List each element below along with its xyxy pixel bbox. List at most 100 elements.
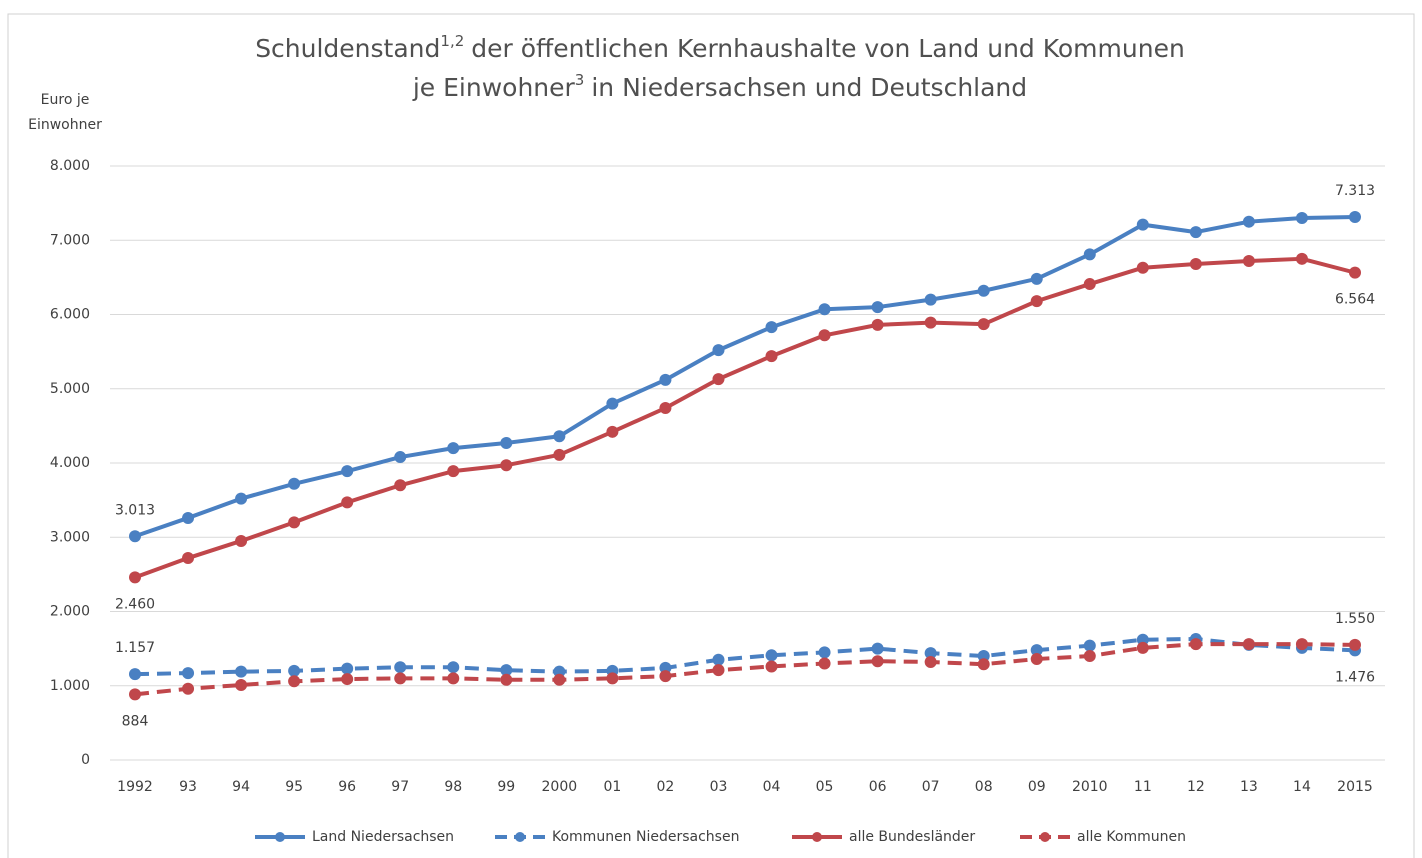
x-tick-label: 02 xyxy=(657,779,675,795)
data-point xyxy=(765,660,778,673)
data-point xyxy=(1349,638,1361,651)
data-point xyxy=(341,673,354,686)
data-point xyxy=(712,344,725,357)
data-point xyxy=(341,496,354,509)
x-tick-label: 1992 xyxy=(117,779,153,795)
data-point xyxy=(1242,255,1255,268)
data-point xyxy=(924,655,937,668)
x-tick-label: 96 xyxy=(338,779,356,795)
chart-title: Schuldenstand1,2 der öffentlichen Kernhau… xyxy=(255,32,1185,64)
y-axis-label: Euro je xyxy=(41,92,90,108)
data-point xyxy=(871,642,884,655)
chart-frame xyxy=(7,13,1415,858)
x-tick-label: 07 xyxy=(922,779,940,795)
data-point xyxy=(765,350,778,363)
data-point xyxy=(288,664,301,677)
data-point xyxy=(1295,252,1308,265)
x-tick-label: 09 xyxy=(1028,779,1046,795)
x-tick-label: 98 xyxy=(444,779,462,795)
y-tick-label: 5.000 xyxy=(50,381,90,397)
data-point xyxy=(500,673,513,686)
data-point xyxy=(288,675,301,688)
data-point xyxy=(553,673,566,686)
data-point xyxy=(1136,641,1149,654)
legend-marker xyxy=(515,832,525,842)
data-point xyxy=(341,662,354,675)
legend-marker xyxy=(812,832,822,842)
data-point xyxy=(1083,248,1096,261)
data-point xyxy=(712,373,725,386)
x-tick-label: 97 xyxy=(391,779,409,795)
chart-title: je Einwohner3 in Niedersachsen und Deutsc… xyxy=(412,71,1027,103)
data-point xyxy=(500,436,513,449)
title-superscript: 1,2 xyxy=(440,32,464,50)
legend-marker xyxy=(1040,832,1050,842)
data-point xyxy=(182,552,195,565)
data-point xyxy=(447,672,460,685)
legend-label: alle Kommunen xyxy=(1077,829,1186,845)
legend-label: Land Niedersachsen xyxy=(312,829,454,845)
data-point xyxy=(235,534,248,547)
x-tick-label: 12 xyxy=(1187,779,1205,795)
data-label: 1.476 xyxy=(1335,669,1375,685)
data-point xyxy=(765,649,778,662)
data-point xyxy=(394,672,407,685)
y-axis-label: Einwohner xyxy=(28,117,102,133)
data-point xyxy=(1349,266,1361,279)
x-tick-label: 94 xyxy=(232,779,250,795)
title-superscript: 3 xyxy=(575,71,585,89)
data-point xyxy=(447,661,460,674)
data-point xyxy=(712,653,725,666)
x-tick-label: 05 xyxy=(816,779,834,795)
data-label: 6.564 xyxy=(1335,292,1375,308)
data-point xyxy=(1030,653,1043,666)
data-point xyxy=(924,316,937,329)
data-point xyxy=(924,647,937,660)
y-tick-label: 8.000 xyxy=(50,158,90,174)
data-point xyxy=(500,459,513,472)
x-tick-label: 2000 xyxy=(542,779,578,795)
data-point xyxy=(659,373,672,386)
legend-label: alle Bundesländer xyxy=(849,829,975,845)
data-point xyxy=(977,658,990,671)
data-point xyxy=(1030,272,1043,285)
data-point xyxy=(1189,258,1202,271)
series-line xyxy=(134,256,1356,580)
data-point xyxy=(977,318,990,331)
title-part: in Niedersachsen und Deutschland xyxy=(591,73,1027,102)
data-label: 7.313 xyxy=(1335,183,1375,199)
data-point xyxy=(394,479,407,492)
data-point xyxy=(182,682,195,695)
data-point xyxy=(182,667,195,680)
legend-label: Kommunen Niedersachsen xyxy=(552,829,739,845)
data-point xyxy=(871,301,884,314)
y-tick-label: 6.000 xyxy=(50,307,90,323)
data-label: 2.460 xyxy=(115,596,155,612)
data-point xyxy=(447,465,460,478)
x-tick-label: 11 xyxy=(1134,779,1152,795)
y-tick-label: 0 xyxy=(81,752,90,768)
x-tick-label: 14 xyxy=(1293,779,1311,795)
y-tick-label: 2.000 xyxy=(50,604,90,620)
title-part: der öffentlichen Kernhaushalte von Land … xyxy=(471,34,1185,63)
data-point xyxy=(818,329,831,342)
y-tick-label: 4.000 xyxy=(50,455,90,471)
data-point xyxy=(1083,650,1096,663)
x-tick-label: 03 xyxy=(710,779,728,795)
series-line xyxy=(134,642,1356,697)
x-tick-label: 01 xyxy=(603,779,621,795)
y-tick-label: 3.000 xyxy=(50,529,90,545)
x-tick-label: 93 xyxy=(179,779,197,795)
y-tick-label: 1.000 xyxy=(50,678,90,694)
x-tick-label: 08 xyxy=(975,779,993,795)
data-point xyxy=(1189,638,1202,651)
data-point xyxy=(341,465,354,478)
data-label: 3.013 xyxy=(115,502,155,518)
data-point xyxy=(235,665,248,678)
data-point xyxy=(659,670,672,683)
data-point xyxy=(1030,644,1043,657)
data-point xyxy=(1136,261,1149,274)
data-point xyxy=(288,477,301,490)
data-point xyxy=(447,442,460,455)
